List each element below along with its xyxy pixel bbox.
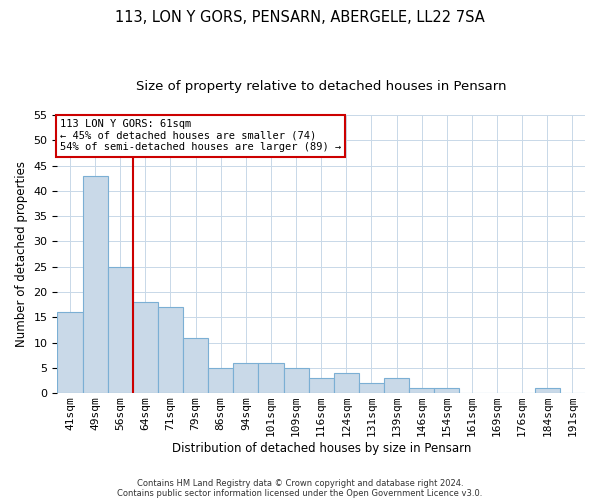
Bar bbox=[158, 307, 183, 393]
Text: 113 LON Y GORS: 61sqm
← 45% of detached houses are smaller (74)
54% of semi-deta: 113 LON Y GORS: 61sqm ← 45% of detached … bbox=[60, 119, 341, 152]
Text: Contains public sector information licensed under the Open Government Licence v3: Contains public sector information licen… bbox=[118, 488, 482, 498]
Bar bbox=[133, 302, 158, 393]
Bar bbox=[233, 363, 259, 393]
X-axis label: Distribution of detached houses by size in Pensarn: Distribution of detached houses by size … bbox=[172, 442, 471, 455]
Bar bbox=[58, 312, 83, 393]
Bar bbox=[107, 266, 133, 393]
Text: Contains HM Land Registry data © Crown copyright and database right 2024.: Contains HM Land Registry data © Crown c… bbox=[137, 478, 463, 488]
Bar bbox=[83, 176, 107, 393]
Text: 113, LON Y GORS, PENSARN, ABERGELE, LL22 7SA: 113, LON Y GORS, PENSARN, ABERGELE, LL22… bbox=[115, 10, 485, 25]
Bar bbox=[535, 388, 560, 393]
Bar bbox=[434, 388, 460, 393]
Bar bbox=[183, 338, 208, 393]
Bar bbox=[359, 383, 384, 393]
Title: Size of property relative to detached houses in Pensarn: Size of property relative to detached ho… bbox=[136, 80, 506, 93]
Y-axis label: Number of detached properties: Number of detached properties bbox=[15, 161, 28, 347]
Bar bbox=[308, 378, 334, 393]
Bar bbox=[284, 368, 308, 393]
Bar bbox=[384, 378, 409, 393]
Bar bbox=[409, 388, 434, 393]
Bar bbox=[334, 373, 359, 393]
Bar bbox=[259, 363, 284, 393]
Bar bbox=[208, 368, 233, 393]
